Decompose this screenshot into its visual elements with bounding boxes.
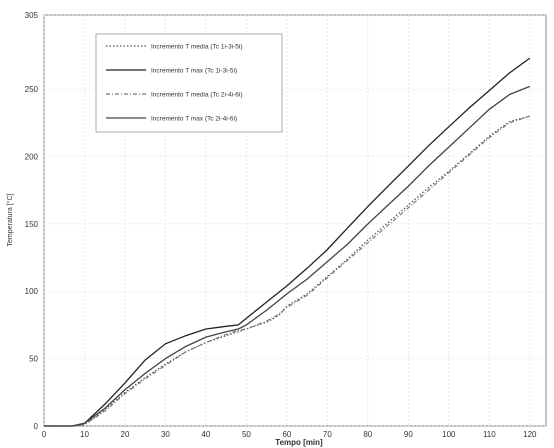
- x-tick-label: 20: [121, 430, 130, 439]
- series-line-4: [44, 85, 531, 427]
- y-tick-label: 0: [34, 422, 39, 431]
- x-tick-label: 100: [442, 430, 456, 439]
- series-line-2: [44, 57, 531, 427]
- y-tick-label: 250: [25, 85, 39, 94]
- legend-label: Incremento T max (Tc 1i-3i-5i): [151, 68, 237, 75]
- legend: Incremento T media (Tc 1i-3i-5i) Incremen…: [95, 33, 283, 133]
- x-tick-label: 40: [201, 430, 210, 439]
- y-tick-label: 50: [29, 355, 38, 364]
- x-tick-label: 80: [363, 430, 372, 439]
- x-tick-label: 110: [483, 430, 496, 439]
- y-tick-label: 305: [25, 11, 39, 20]
- legend-label: Incremento T media (Tc 2i-4i-6i): [151, 92, 243, 99]
- legend-label: Incremento T media (Tc 1i-3i-5i): [151, 44, 243, 51]
- x-tick-label: 50: [242, 430, 251, 439]
- y-axis-label: Temperatura [°C]: [6, 193, 14, 246]
- x-tick-label: 60: [282, 430, 291, 439]
- x-tick-label: 10: [80, 430, 89, 439]
- series-line-1: [44, 115, 530, 427]
- legend-label: Incremento T max (Tc 2i-4i-6i): [151, 116, 237, 123]
- x-tick-label: 70: [323, 430, 332, 439]
- x-tick-label: 120: [523, 430, 537, 439]
- x-tick-label: 0: [42, 430, 47, 439]
- y-tick-label: 200: [25, 152, 39, 161]
- grid-lines: [43, 14, 546, 427]
- tick-labels: 0 10 20 30 40 50 60 70 80 90 100 110 120 0 50 100 150 200…: [25, 11, 537, 439]
- y-tick-label: 100: [25, 287, 39, 296]
- legend-box: [95, 33, 283, 133]
- x-tick-label: 90: [404, 430, 413, 439]
- y-tick-label: 150: [25, 220, 39, 229]
- x-tick-label: 30: [161, 430, 170, 439]
- x-axis-label: Tempo [min]: [275, 438, 323, 447]
- series-layer: [44, 57, 531, 427]
- series-line-3: [44, 115, 530, 427]
